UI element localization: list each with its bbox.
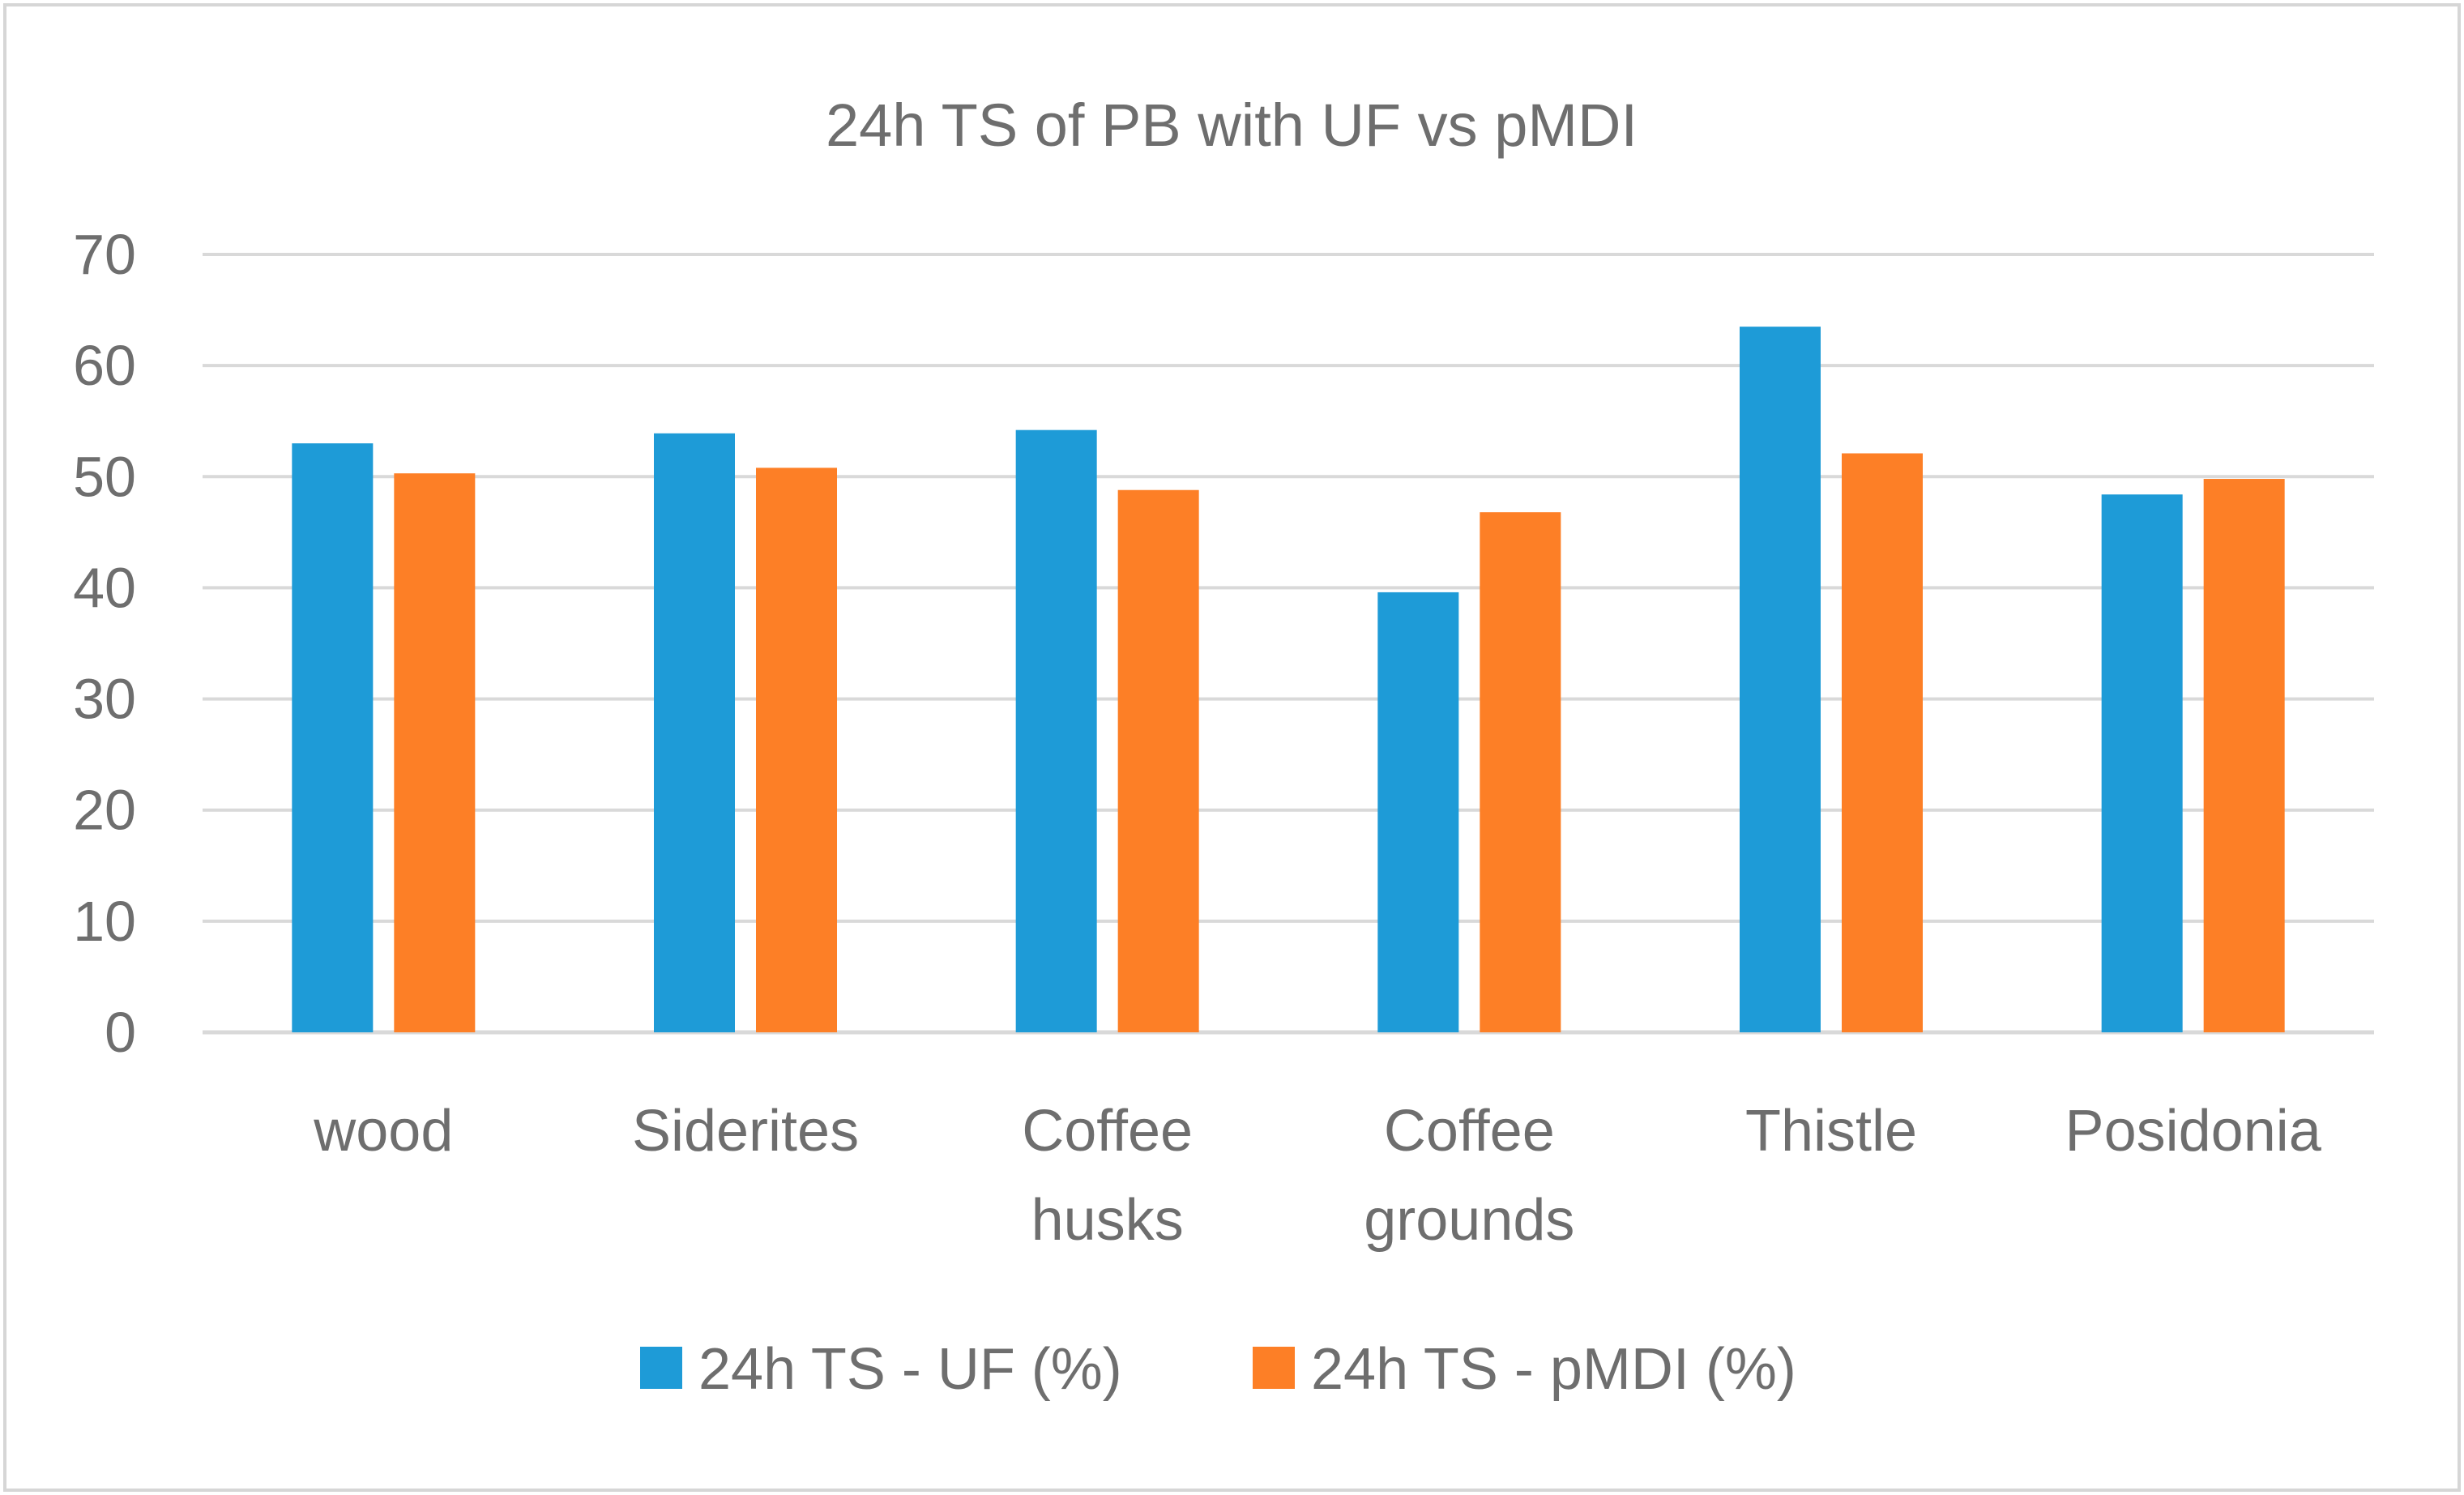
bar-uf-posidonia[interactable] bbox=[2101, 494, 2183, 1032]
bar-pmdi-wood[interactable] bbox=[394, 473, 476, 1032]
bar-uf-wood[interactable] bbox=[292, 443, 374, 1032]
y-tick-label: 0 bbox=[105, 1001, 136, 1064]
x-tick-label: Posidonia bbox=[2065, 1099, 2322, 1164]
y-tick-label: 50 bbox=[73, 445, 136, 508]
y-tick-label: 10 bbox=[73, 890, 136, 953]
legend-swatch bbox=[1253, 1347, 1295, 1389]
bar-uf-siderites[interactable] bbox=[654, 433, 735, 1032]
bar-pmdi-coffee-grounds[interactable] bbox=[1480, 512, 1561, 1032]
legend[interactable]: 24h TS - UF (%) 24h TS - pMDI (%) bbox=[640, 1337, 1796, 1402]
legend-swatch bbox=[640, 1347, 682, 1389]
bar-pmdi-posidonia[interactable] bbox=[2203, 479, 2285, 1032]
x-tick-label: Coffee bbox=[1022, 1099, 1193, 1164]
bar-uf-coffee-grounds[interactable] bbox=[1377, 592, 1459, 1032]
bar-uf-thistle[interactable] bbox=[1740, 327, 1821, 1033]
x-tick-label: Coffee bbox=[1384, 1099, 1555, 1164]
y-tick-label: 60 bbox=[73, 334, 136, 397]
chart-border bbox=[3, 3, 2461, 1492]
x-tick-label: Thistle bbox=[1745, 1099, 1917, 1164]
x-tick-label: Siderites bbox=[632, 1099, 859, 1164]
bars bbox=[292, 327, 2285, 1033]
x-tick-label: husks bbox=[1031, 1188, 1184, 1253]
legend-label: 24h TS - UF (%) bbox=[698, 1337, 1122, 1402]
y-tick-label: 40 bbox=[73, 556, 136, 619]
y-tick-label: 30 bbox=[73, 668, 136, 731]
x-tick-label: wood bbox=[313, 1099, 453, 1164]
legend-item-uf[interactable]: 24h TS - UF (%) bbox=[640, 1337, 1122, 1402]
x-tick-label: grounds bbox=[1364, 1188, 1574, 1253]
bar-pmdi-thistle[interactable] bbox=[1842, 453, 1923, 1032]
bar-pmdi-coffee-husks[interactable] bbox=[1117, 489, 1199, 1032]
x-axis-labels: wood Siderites Coffee husks Coffee grounds Thi… bbox=[313, 1099, 2321, 1253]
gridlines bbox=[203, 253, 2374, 1035]
y-tick-label: 20 bbox=[73, 779, 136, 842]
chart-title: 24h TS of PB with UF vs pMDI bbox=[826, 92, 1638, 159]
bar-uf-coffee-husks[interactable] bbox=[1015, 429, 1097, 1032]
y-axis-ticks: 0 10 20 30 40 50 60 70 bbox=[73, 223, 136, 1064]
y-tick-label: 70 bbox=[73, 223, 136, 286]
legend-item-pmdi[interactable]: 24h TS - pMDI (%) bbox=[1253, 1337, 1796, 1402]
bar-pmdi-siderites[interactable] bbox=[756, 468, 837, 1032]
legend-label: 24h TS - pMDI (%) bbox=[1311, 1337, 1796, 1402]
